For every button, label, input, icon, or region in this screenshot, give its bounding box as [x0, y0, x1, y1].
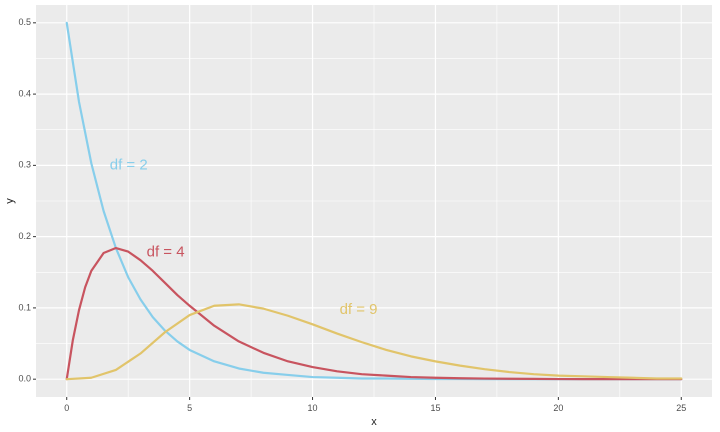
- y-tick-label: 0.0: [18, 374, 31, 384]
- x-tick-label: 5: [187, 403, 192, 413]
- y-tick-label: 0.5: [18, 17, 31, 27]
- annotation-label-2: df = 4: [147, 243, 185, 260]
- grid-major: [36, 5, 712, 397]
- x-tick-label: 10: [308, 403, 318, 413]
- annotation-label-1: df = 2: [110, 156, 148, 173]
- x-axis-label: x: [371, 416, 377, 428]
- x-axis: 0 5 10 15 20 25: [64, 397, 686, 413]
- y-axis-label: y: [4, 198, 16, 204]
- x-tick-label: 15: [430, 403, 440, 413]
- annotation-layer: df = 2 df = 4 df = 9: [110, 156, 378, 318]
- annotation-label-3: df = 9: [340, 301, 378, 318]
- x-tick-label: 0: [64, 403, 69, 413]
- y-tick-label: 0.3: [18, 160, 31, 170]
- series-line-3: [65, 303, 683, 381]
- y-tick-label: 0.4: [18, 88, 31, 98]
- series-layer: [65, 21, 683, 381]
- y-tick-label: 0.1: [18, 302, 31, 312]
- x-tick-label: 25: [676, 403, 686, 413]
- grid-minor: [36, 5, 712, 397]
- x-tick-label: 20: [553, 403, 563, 413]
- y-tick-label: 0.2: [18, 231, 31, 241]
- y-axis: 0.0 0.1 0.2 0.3 0.4 0.5: [18, 17, 36, 384]
- series-line-2: [65, 246, 683, 381]
